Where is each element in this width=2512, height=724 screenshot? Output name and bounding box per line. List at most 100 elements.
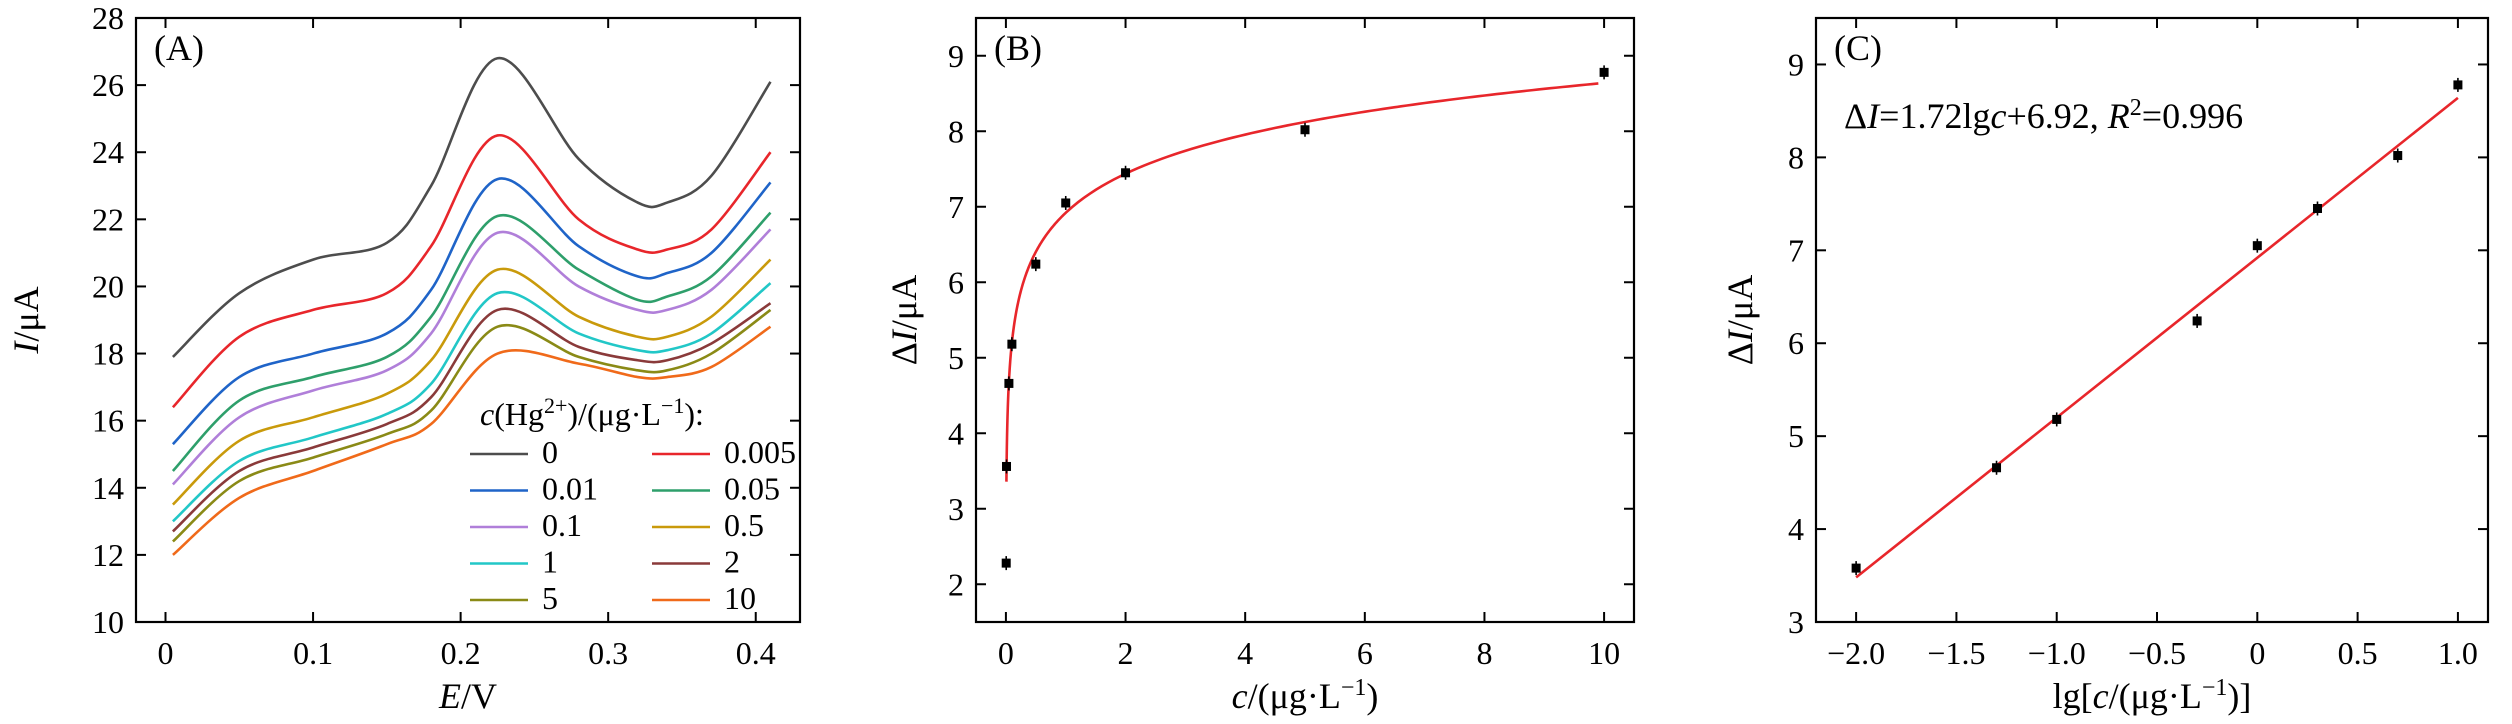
b-data-point <box>1002 461 1012 471</box>
c-y-tick-label: 9 <box>1788 46 1804 82</box>
a-y-tick-label: 22 <box>92 201 124 237</box>
b-data-point <box>1121 168 1131 178</box>
a-y-tick-label: 14 <box>92 470 124 506</box>
b-data-point <box>1031 259 1041 269</box>
panel-c: −2.0 −1.5 −1.0 −0.5 0 0.5 1.0 3 4 5 6 7 8 9 (C) ΔI=1.72… <box>1720 16 2490 716</box>
a-series-line <box>171 258 772 506</box>
b-data-point <box>1061 198 1071 208</box>
b-x-tick-label: 8 <box>1476 635 1492 671</box>
a-y-tick-label: 18 <box>92 336 124 372</box>
c-y-axis-label: ΔI/μA <box>1720 275 1760 365</box>
a-series-line <box>172 302 772 533</box>
b-y-tick-label: 5 <box>948 340 964 376</box>
a-y-tick-label: 12 <box>92 537 124 573</box>
b-y-tick-label: 3 <box>948 491 964 527</box>
c-data-point <box>1851 563 1861 573</box>
a-legend-label: 10 <box>724 580 756 616</box>
b-y-tick-label: 2 <box>948 566 964 602</box>
a-legend-label: 0.005 <box>724 434 796 470</box>
a-y-tick-label: 28 <box>92 0 124 36</box>
a-legend-title: c(Hg2+)/(μg·L−1): <box>480 393 704 433</box>
c-x-axis-label: lg[c/(μg·L−1)] <box>2053 675 2252 716</box>
c-x-tick-label: 0.5 <box>2338 635 2378 671</box>
a-legend-label: 0.1 <box>542 507 582 543</box>
a-legend-label: 0.5 <box>724 507 764 543</box>
a-x-tick-label: 0.4 <box>736 635 776 671</box>
a-legend-label: 0.05 <box>724 471 780 507</box>
a-legend-label: 1 <box>542 544 558 580</box>
c-data-point <box>1992 463 2002 473</box>
a-series-line <box>171 211 772 472</box>
a-x-tick-label: 0.3 <box>588 635 628 671</box>
a-panel-label: (A) <box>154 28 204 68</box>
a-series-line <box>171 134 772 409</box>
b-panel-label: (B) <box>994 28 1042 68</box>
a-series-line <box>171 177 772 446</box>
a-legend-label: 5 <box>542 580 558 616</box>
a-legend-label: 2 <box>724 544 740 580</box>
c-x-tick-label: 1.0 <box>2438 635 2478 671</box>
b-y-tick-label: 6 <box>948 264 964 300</box>
panel-a: 0 0.1 0.2 0.3 0.410121416182022242628(A)c(Hg… <box>6 0 802 716</box>
a-legend-label: 0.01 <box>542 471 598 507</box>
b-data-point <box>1007 339 1017 349</box>
b-data-point <box>1004 378 1014 388</box>
b-plot-frame <box>974 16 1636 624</box>
a-series-line <box>171 56 772 358</box>
c-x-tick-label: −2.0 <box>1827 635 1885 671</box>
b-y-tick-label: 7 <box>948 189 964 225</box>
b-fit-curve <box>1005 82 1599 482</box>
a-x-tick-label: 0.1 <box>293 635 333 671</box>
b-x-tick-label: 0 <box>998 635 1014 671</box>
a-series-line <box>171 228 772 486</box>
a-x-tick-label: 0.2 <box>441 635 481 671</box>
b-y-tick-label: 9 <box>948 38 964 74</box>
a-y-tick-label: 24 <box>92 134 124 170</box>
c-data-point <box>2052 414 2062 424</box>
c-plot-frame <box>1814 16 2490 624</box>
c-data-point <box>2453 80 2463 90</box>
b-data-point <box>1300 125 1310 135</box>
b-y-tick-label: 8 <box>948 113 964 149</box>
c-y-tick-label: 8 <box>1788 139 1804 175</box>
a-y-tick-label: 10 <box>92 604 124 640</box>
c-y-tick-label: 4 <box>1788 511 1804 547</box>
c-x-tick-label: −1.5 <box>1927 635 1985 671</box>
c-y-tick-label: 5 <box>1788 418 1804 454</box>
c-y-tick-label: 6 <box>1788 325 1804 361</box>
c-y-tick-label: 7 <box>1788 232 1804 268</box>
c-x-tick-label: 0 <box>2249 635 2265 671</box>
a-plot-frame <box>134 16 802 624</box>
b-y-axis-label: ΔI/μA <box>884 275 924 365</box>
b-y-tick-label: 4 <box>948 415 964 451</box>
b-data-point <box>1001 558 1011 568</box>
b-x-tick-label: 2 <box>1118 635 1134 671</box>
b-x-tick-label: 10 <box>1588 635 1620 671</box>
c-data-point <box>2312 203 2322 213</box>
c-fit-line <box>1855 96 2459 579</box>
c-data-point <box>2393 151 2403 161</box>
a-y-tick-label: 16 <box>92 403 124 439</box>
b-x-axis-label: c/(μg·L−1) <box>1232 675 1379 716</box>
a-y-axis-label: I/μA <box>6 286 46 354</box>
a-series-line <box>172 308 772 543</box>
c-x-tick-label: −0.5 <box>2128 635 2186 671</box>
c-regression-equation: ΔI=1.72lgc+6.92, R2=0.996 <box>1844 95 2243 136</box>
c-y-tick-label: 3 <box>1788 604 1804 640</box>
b-x-tick-label: 4 <box>1237 635 1253 671</box>
a-x-axis-label: E/V <box>438 676 497 716</box>
c-x-tick-label: −1.0 <box>2028 635 2086 671</box>
a-series-line <box>172 325 772 556</box>
a-y-tick-label: 20 <box>92 268 124 304</box>
a-x-tick-label: 0 <box>158 635 174 671</box>
a-legend-label: 0 <box>542 434 558 470</box>
b-data-point <box>1599 67 1609 77</box>
c-panel-label: (C) <box>1834 28 1882 68</box>
c-data-point <box>2192 316 2202 326</box>
c-data-point <box>2252 241 2262 251</box>
a-y-tick-label: 26 <box>92 67 124 103</box>
b-x-tick-label: 6 <box>1357 635 1373 671</box>
a-series-line <box>172 282 772 523</box>
